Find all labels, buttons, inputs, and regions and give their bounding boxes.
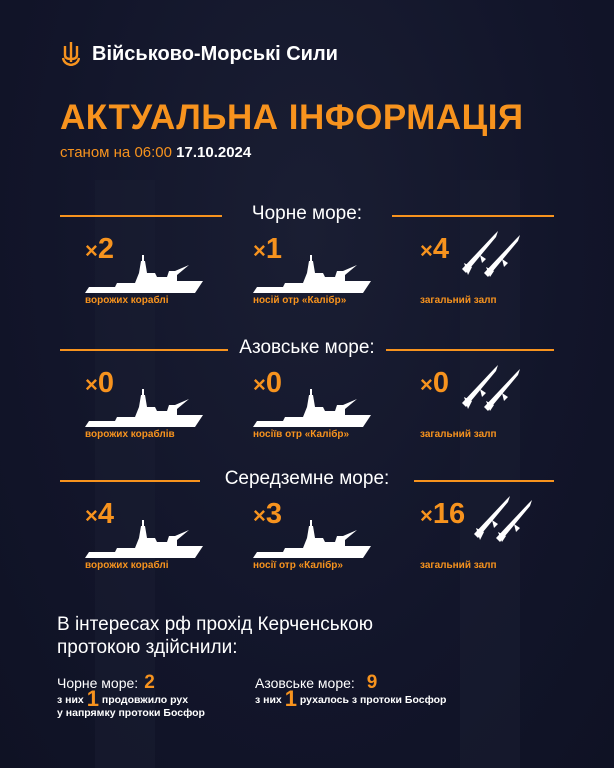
brand-name: Військово-Морські Сили [92, 42, 338, 65]
count-value: 1 [265, 233, 282, 265]
brand-header: Військово-Морські Сили [62, 42, 338, 66]
stat-count: ×0 [253, 367, 282, 400]
stat-label: загальний залп [420, 429, 497, 440]
ship-icon [253, 255, 371, 300]
stat-count: ×16 [420, 498, 465, 531]
stat-label: ворожих кораблів [85, 429, 175, 440]
stat-count: ×0 [85, 367, 114, 400]
sea-section: Чорне море: ×2 ворожих кораблі ×1 носій отр … [0, 203, 614, 306]
divider [386, 349, 554, 351]
subtitle: станом на 06:00 17.10.2024 [60, 144, 251, 161]
subtitle-date: 17.10.2024 [176, 144, 252, 161]
multiply-sign: × [253, 372, 266, 397]
stat-label: носій отр «Калібр» [253, 295, 347, 306]
multiply-sign: × [85, 503, 98, 528]
ship-icon [85, 389, 203, 434]
stat-label: ворожих кораблі [85, 560, 169, 571]
divider [60, 349, 228, 351]
count-value: 0 [265, 367, 282, 399]
count-value: 2 [97, 233, 114, 265]
stat-count: ×2 [85, 233, 114, 266]
stat-label: носії отр «Калібр» [253, 560, 343, 571]
detail-line2: у напрямку протоки Босфор [57, 707, 205, 719]
divider [60, 215, 222, 217]
detail-num: 1 [284, 686, 297, 711]
kerch-azov-label: Азовське море: [255, 675, 355, 691]
missile-icon [472, 494, 542, 547]
multiply-sign: × [253, 238, 266, 263]
stat-count: ×4 [85, 498, 114, 531]
kerch-black-detail: з них 1 продовжило рух у напрямку протоки… [57, 688, 205, 720]
kerch-azov-count: 9 [366, 672, 378, 693]
ship-icon [85, 520, 203, 565]
detail-post: рухалось з протоки Босфор [299, 694, 447, 706]
page-title: АКТУАЛЬНА ІНФОРМАЦІЯ [60, 98, 524, 137]
multiply-sign: × [420, 372, 433, 397]
kerch-black-sea: Чорне море: 2 [57, 672, 155, 694]
stat-count: ×1 [253, 233, 282, 266]
kerch-black-label: Чорне море: [57, 675, 139, 691]
sea-section: Середземне море: ×4 ворожих кораблі ×3 носії… [0, 468, 614, 571]
missile-icon [460, 229, 530, 282]
kerch-azov-detail: з них 1 рухалось з протоки Босфор [255, 688, 447, 710]
stat-count: ×4 [420, 233, 449, 266]
count-value: 4 [432, 233, 449, 265]
multiply-sign: × [420, 503, 433, 528]
divider [392, 215, 554, 217]
detail-pre: з них [57, 694, 84, 706]
count-value: 0 [432, 367, 449, 399]
count-value: 16 [432, 498, 466, 530]
background-decoration [460, 180, 520, 768]
stat-count: ×3 [253, 498, 282, 531]
count-value: 0 [97, 367, 114, 399]
kerch-heading-line2: протокою здійснили: [57, 637, 238, 658]
detail-post: продовжило рух [101, 694, 189, 706]
divider [60, 480, 200, 482]
subtitle-prefix: станом на 06:00 [60, 144, 172, 161]
divider [414, 480, 554, 482]
section-header: Чорне море: [0, 203, 614, 227]
section-header: Середземне море: [0, 468, 614, 492]
multiply-sign: × [85, 372, 98, 397]
multiply-sign: × [85, 238, 98, 263]
trident-anchor-icon [62, 42, 80, 66]
ship-icon [85, 255, 203, 300]
stat-label: ворожих кораблі [85, 295, 169, 306]
multiply-sign: × [253, 503, 266, 528]
sea-section: Азовське море: ×0 ворожих кораблів ×0 носіїв… [0, 337, 614, 440]
section-title: Чорне море: [251, 203, 363, 224]
stat-label: носіїв отр «Калібр» [253, 429, 350, 440]
section-title: Азовське море: [239, 337, 375, 358]
missile-icon [460, 363, 530, 416]
kerch-black-count: 2 [144, 672, 155, 693]
ship-icon [253, 520, 371, 565]
stat-label: загальний залп [420, 295, 497, 306]
detail-pre: з них [255, 694, 282, 706]
section-title: Середземне море: [224, 468, 390, 489]
stat-label: загальний залп [420, 560, 497, 571]
section-header: Азовське море: [0, 337, 614, 361]
detail-num: 1 [86, 686, 99, 711]
kerch-azov-sea: Азовське море: 9 [255, 672, 377, 694]
multiply-sign: × [420, 238, 433, 263]
kerch-heading-line1: В інтересах рф прохід Керченською [57, 614, 373, 635]
kerch-heading: В інтересах рф прохід Керченською протоко… [57, 613, 373, 659]
stat-count: ×0 [420, 367, 449, 400]
ship-icon [253, 389, 371, 434]
count-value: 3 [265, 498, 282, 530]
count-value: 4 [97, 498, 114, 530]
